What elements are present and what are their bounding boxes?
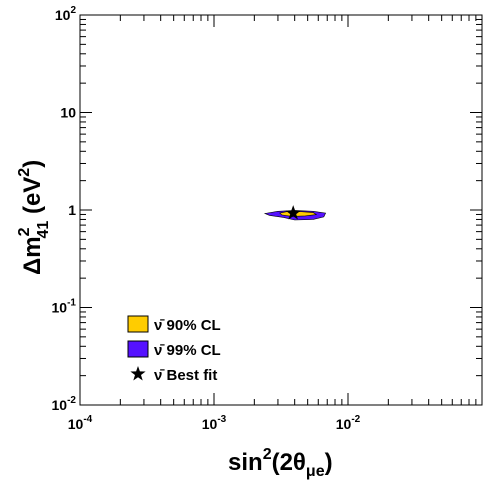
y-axis-title-unit-sup: 2 [16, 168, 33, 177]
best-fit-markers [285, 205, 301, 220]
best-fit-star [285, 205, 301, 220]
y-axis-title: Δm2 41 (eV2) [16, 160, 52, 275]
y-axis-title-unit-close: ) [19, 160, 46, 168]
legend-label-99: ν̄ 99% CL [154, 342, 221, 359]
legend-star-icon [130, 366, 146, 381]
y-axis-title-unit: (eV [19, 177, 46, 221]
x-axis-title-close: ) [325, 449, 333, 476]
x-tick-label: 10-4 [68, 414, 93, 432]
plot-frame [79, 14, 483, 406]
x-axis-title-main: sin [228, 449, 263, 476]
axis-ticks [79, 15, 482, 406]
y-tick-label: 10-2 [52, 395, 77, 413]
x-axis-title-sup: 2 [263, 446, 272, 463]
x-tick-label: 10-3 [202, 414, 227, 432]
y-axis-title-main: Δm [19, 236, 46, 275]
y-tick-label: 1 [68, 202, 76, 218]
x-axis-title-sub: μe [306, 463, 325, 480]
legend-label-90: ν̄ 90% CL [154, 317, 221, 334]
legend-label-bestfit: ν̄ Best fit [154, 367, 217, 384]
legend: ν̄ 90% CL ν̄ 99% CL ν̄ Best fit [127, 315, 221, 384]
y-tick-label: 10-1 [52, 298, 77, 316]
legend-swatch-90 [127, 315, 149, 333]
y-tick-label: 10 [60, 105, 76, 121]
y-axis-title-sub: 41 [35, 221, 52, 239]
x-tick-label: 10-2 [336, 414, 361, 432]
x-axis-title-paren: (2θ [272, 449, 306, 476]
x-axis-title: sin2(2θμe) [228, 446, 333, 480]
tick-labels: 10-4 10-3 10-2 10-2 10-1 1 10 102 [52, 5, 361, 432]
y-tick-label: 102 [55, 5, 77, 23]
y-axis-title-sup: 2 [16, 227, 33, 236]
legend-swatch-99 [127, 340, 149, 358]
